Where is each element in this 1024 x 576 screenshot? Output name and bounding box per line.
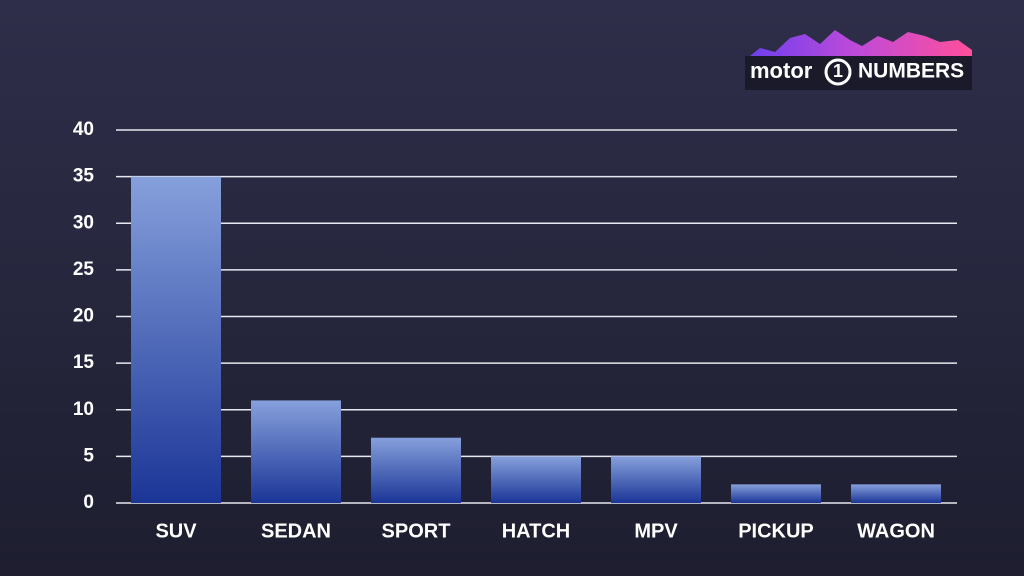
x-tick-label: WAGON <box>857 520 935 542</box>
logo-brand: motor <box>750 58 813 83</box>
y-tick-label: 10 <box>73 399 94 420</box>
bar <box>611 456 701 503</box>
logo-digit: 1 <box>833 61 843 81</box>
x-tick-label: SEDAN <box>261 520 331 542</box>
logo-suffix: NUMBERS <box>858 60 964 83</box>
bar <box>731 484 821 503</box>
bar <box>251 400 341 503</box>
x-tick-label: SUV <box>155 520 197 542</box>
y-tick-label: 5 <box>83 445 94 466</box>
logo-ring <box>824 58 852 86</box>
x-tick-label: PICKUP <box>738 520 814 542</box>
x-tick-label: HATCH <box>502 520 571 542</box>
bar <box>491 456 581 503</box>
logo: motor 1 NUMBERS <box>745 30 972 90</box>
y-tick-label: 40 <box>73 119 94 140</box>
y-tick-label: 25 <box>73 259 95 280</box>
bar <box>131 176 221 503</box>
x-tick-label: SPORT <box>382 520 451 542</box>
y-tick-label: 30 <box>73 212 94 233</box>
y-tick-label: 20 <box>73 306 94 327</box>
logo-mountains <box>745 30 972 60</box>
x-tick-label: MPV <box>634 520 678 542</box>
logo-band <box>745 56 972 90</box>
bar <box>851 484 941 503</box>
y-tick-label: 15 <box>73 352 95 373</box>
y-tick-label: 0 <box>83 492 94 513</box>
bar <box>371 437 461 503</box>
y-tick-label: 35 <box>73 166 95 187</box>
